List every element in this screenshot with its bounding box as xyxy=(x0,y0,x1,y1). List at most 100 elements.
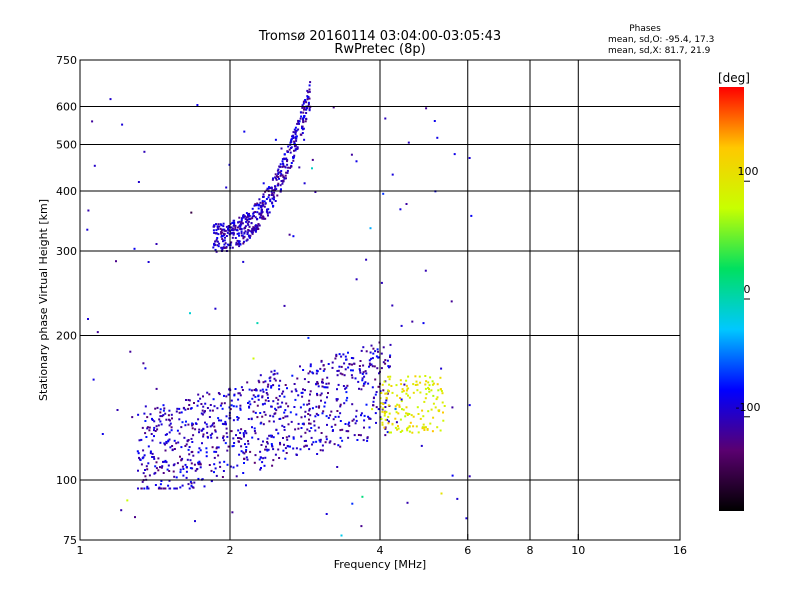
data-point xyxy=(419,417,422,420)
data-point xyxy=(176,462,179,465)
data-point xyxy=(382,346,385,349)
data-point xyxy=(266,441,269,443)
data-point xyxy=(307,413,310,415)
data-point xyxy=(372,352,375,355)
data-point xyxy=(283,165,286,168)
data-point xyxy=(243,457,246,460)
data-point xyxy=(251,228,254,231)
data-point xyxy=(164,433,167,436)
data-point xyxy=(414,375,417,378)
data-point xyxy=(208,416,211,418)
x-tick-label: 16 xyxy=(673,544,687,557)
data-point xyxy=(299,448,302,451)
data-point xyxy=(390,385,393,387)
data-point xyxy=(246,458,249,461)
data-point xyxy=(267,196,270,199)
data-point xyxy=(197,461,200,464)
data-point xyxy=(190,437,193,440)
data-point xyxy=(302,120,305,123)
data-point xyxy=(262,390,265,393)
x-tick-label: 4 xyxy=(377,544,384,557)
data-point xyxy=(204,410,206,413)
data-point xyxy=(234,228,237,231)
data-point xyxy=(358,387,360,390)
data-point xyxy=(416,406,419,409)
data-point xyxy=(185,466,188,468)
data-point xyxy=(258,458,261,461)
data-point xyxy=(451,474,454,477)
data-point xyxy=(226,463,229,466)
data-point xyxy=(142,362,145,365)
data-point xyxy=(287,423,290,426)
data-point xyxy=(263,411,266,414)
data-point xyxy=(345,358,347,361)
data-point xyxy=(232,437,235,440)
data-point xyxy=(383,426,386,429)
data-points xyxy=(86,81,473,537)
y-tick-label: 400 xyxy=(56,185,77,198)
data-point xyxy=(339,412,342,415)
data-point xyxy=(423,400,426,403)
data-point xyxy=(407,426,410,429)
data-point xyxy=(283,411,286,414)
data-point xyxy=(424,397,427,400)
data-point xyxy=(300,115,303,118)
data-point xyxy=(189,467,192,470)
data-point xyxy=(239,225,242,228)
data-point xyxy=(287,145,290,148)
data-point xyxy=(138,439,141,442)
data-point xyxy=(279,443,282,446)
data-point xyxy=(96,331,99,334)
data-point xyxy=(206,391,209,394)
data-point xyxy=(230,232,233,235)
data-point xyxy=(185,420,187,423)
data-point xyxy=(258,198,261,201)
data-point xyxy=(191,422,194,425)
data-point xyxy=(264,380,267,383)
data-point xyxy=(245,432,248,435)
data-point xyxy=(341,373,344,376)
data-point xyxy=(275,409,278,412)
data-point xyxy=(146,487,149,490)
data-point xyxy=(166,468,169,471)
data-point xyxy=(268,434,271,437)
data-point xyxy=(178,411,181,414)
data-point xyxy=(223,402,226,405)
data-point xyxy=(301,125,304,128)
data-point xyxy=(387,422,390,425)
data-point xyxy=(281,392,284,395)
data-point xyxy=(247,442,250,445)
data-point xyxy=(256,202,259,205)
data-point xyxy=(225,432,228,435)
data-point xyxy=(242,451,245,454)
data-point xyxy=(410,414,413,417)
data-point xyxy=(197,418,200,421)
data-point xyxy=(151,452,154,455)
data-point xyxy=(394,407,397,410)
data-point xyxy=(244,215,247,218)
data-point xyxy=(352,418,355,421)
data-point xyxy=(211,432,214,435)
data-point xyxy=(308,407,311,410)
data-point xyxy=(388,378,391,381)
data-point xyxy=(279,174,282,177)
data-point xyxy=(311,371,314,374)
data-point xyxy=(182,468,185,470)
data-point xyxy=(144,420,147,422)
data-point xyxy=(299,365,301,368)
data-point xyxy=(283,153,286,156)
data-point xyxy=(334,423,337,426)
data-point xyxy=(239,404,242,407)
data-point xyxy=(318,405,321,408)
data-point xyxy=(254,229,257,232)
data-point xyxy=(224,236,226,239)
data-point xyxy=(223,460,226,463)
data-point xyxy=(194,422,197,425)
data-point xyxy=(259,216,261,219)
data-point xyxy=(246,219,249,222)
data-point xyxy=(431,380,434,383)
data-point xyxy=(266,437,269,440)
data-point xyxy=(321,378,324,381)
data-point xyxy=(416,383,419,386)
data-point xyxy=(315,405,318,408)
